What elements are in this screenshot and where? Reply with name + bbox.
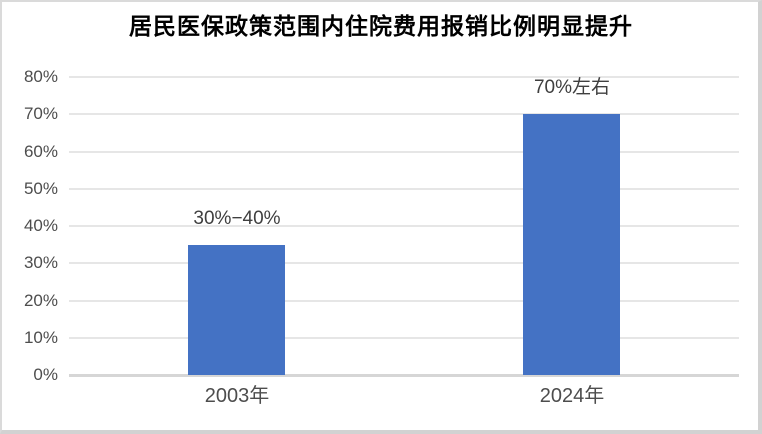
gridline: [69, 76, 739, 78]
y-tick-label: 30%: [23, 253, 58, 273]
x-axis-category-label: 2024年: [539, 385, 605, 407]
y-tick-label: 60%: [23, 141, 58, 161]
y-tick-label: 20%: [23, 290, 58, 310]
y-tick-label: 0%: [33, 365, 58, 384]
y-tick-label: 80%: [23, 67, 58, 86]
gridline: [69, 187, 739, 190]
x-axis-category-label: 2003年: [204, 385, 270, 407]
gridline: [69, 225, 739, 227]
bar-2024年: [523, 114, 620, 375]
gridline: [69, 299, 739, 302]
bar-value-label: 30%−40%: [193, 208, 281, 229]
gridline: [69, 262, 739, 265]
y-tick-label: 50%: [23, 178, 58, 198]
gridline: [69, 150, 739, 153]
x-axis-line: [69, 374, 739, 377]
gridline: [69, 113, 739, 116]
y-tick-label: 40%: [23, 216, 58, 235]
chart-title: 居民医保政策范围内住院费用报销比例明显提升: [129, 13, 633, 39]
bar-value-label: 70%左右: [533, 77, 611, 98]
bar-2003年: [188, 245, 285, 375]
gridline: [69, 336, 739, 339]
y-tick-label: 70%: [23, 104, 58, 124]
y-tick-label: 10%: [23, 327, 58, 347]
